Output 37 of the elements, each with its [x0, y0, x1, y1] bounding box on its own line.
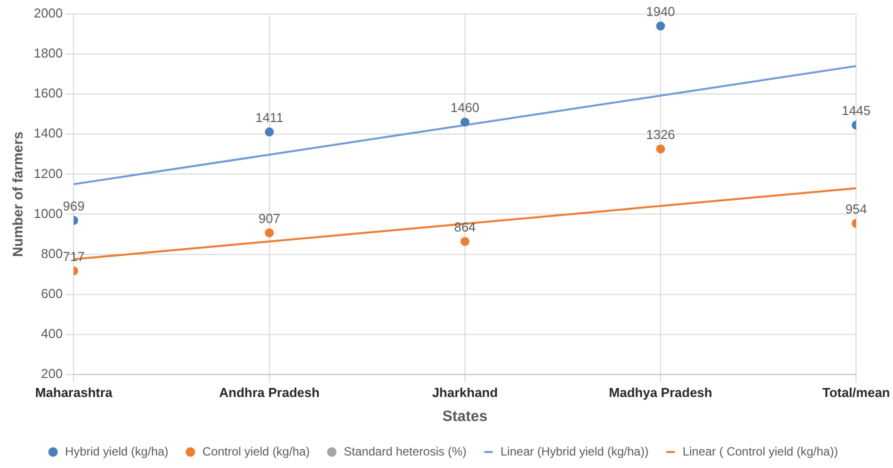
data-label: 969 — [62, 198, 85, 214]
y-tick-label: 200 — [41, 366, 63, 381]
y-tick-label: 1400 — [34, 126, 63, 141]
data-label: 1460 — [450, 100, 480, 116]
data-label: 1411 — [255, 110, 284, 126]
y-tick-label: 1000 — [34, 206, 63, 221]
legend-label: Standard heterosis (%) — [344, 444, 467, 458]
data-label: 1445 — [842, 103, 871, 118]
y-tick-label: 1600 — [34, 86, 63, 101]
point — [656, 22, 666, 31]
legend-label: Linear ( Control yield (kg/ha)) — [682, 444, 838, 458]
x-tick-label: Maharashtra — [35, 384, 114, 400]
data-label: 1940 — [646, 4, 676, 20]
y-tick-label: 2000 — [34, 6, 63, 21]
x-axis-title: States — [442, 408, 488, 426]
legend-label: Control yield (kg/ha) — [202, 444, 310, 458]
data-label: 907 — [258, 210, 280, 226]
x-tick-label: Madhya Pradesh — [608, 384, 712, 400]
y-tick-label: 800 — [41, 246, 63, 261]
point — [264, 228, 274, 238]
x-tick-label: Total/mean — [822, 384, 890, 400]
y-tick-label: 1200 — [34, 166, 63, 181]
y-tick-label: 1800 — [34, 46, 63, 61]
data-label: 954 — [845, 202, 868, 217]
data-label: 717 — [62, 248, 85, 264]
y-axis-title: Number of farmers — [9, 131, 26, 257]
point — [460, 236, 470, 246]
x-tick-label: Jharkhand — [432, 384, 498, 400]
x-tick-label: Andhra Pradesh — [219, 384, 320, 400]
data-label: 1326 — [646, 127, 676, 142]
legend-label: Linear (Hybrid yield (kg/ha)) — [500, 444, 649, 458]
point — [460, 118, 470, 127]
legend-label: Hybrid yield (kg/ha) — [65, 444, 168, 458]
point — [264, 127, 274, 136]
y-tick-label: 400 — [41, 326, 63, 341]
point — [656, 144, 666, 154]
y-tick-label: 600 — [41, 286, 63, 301]
